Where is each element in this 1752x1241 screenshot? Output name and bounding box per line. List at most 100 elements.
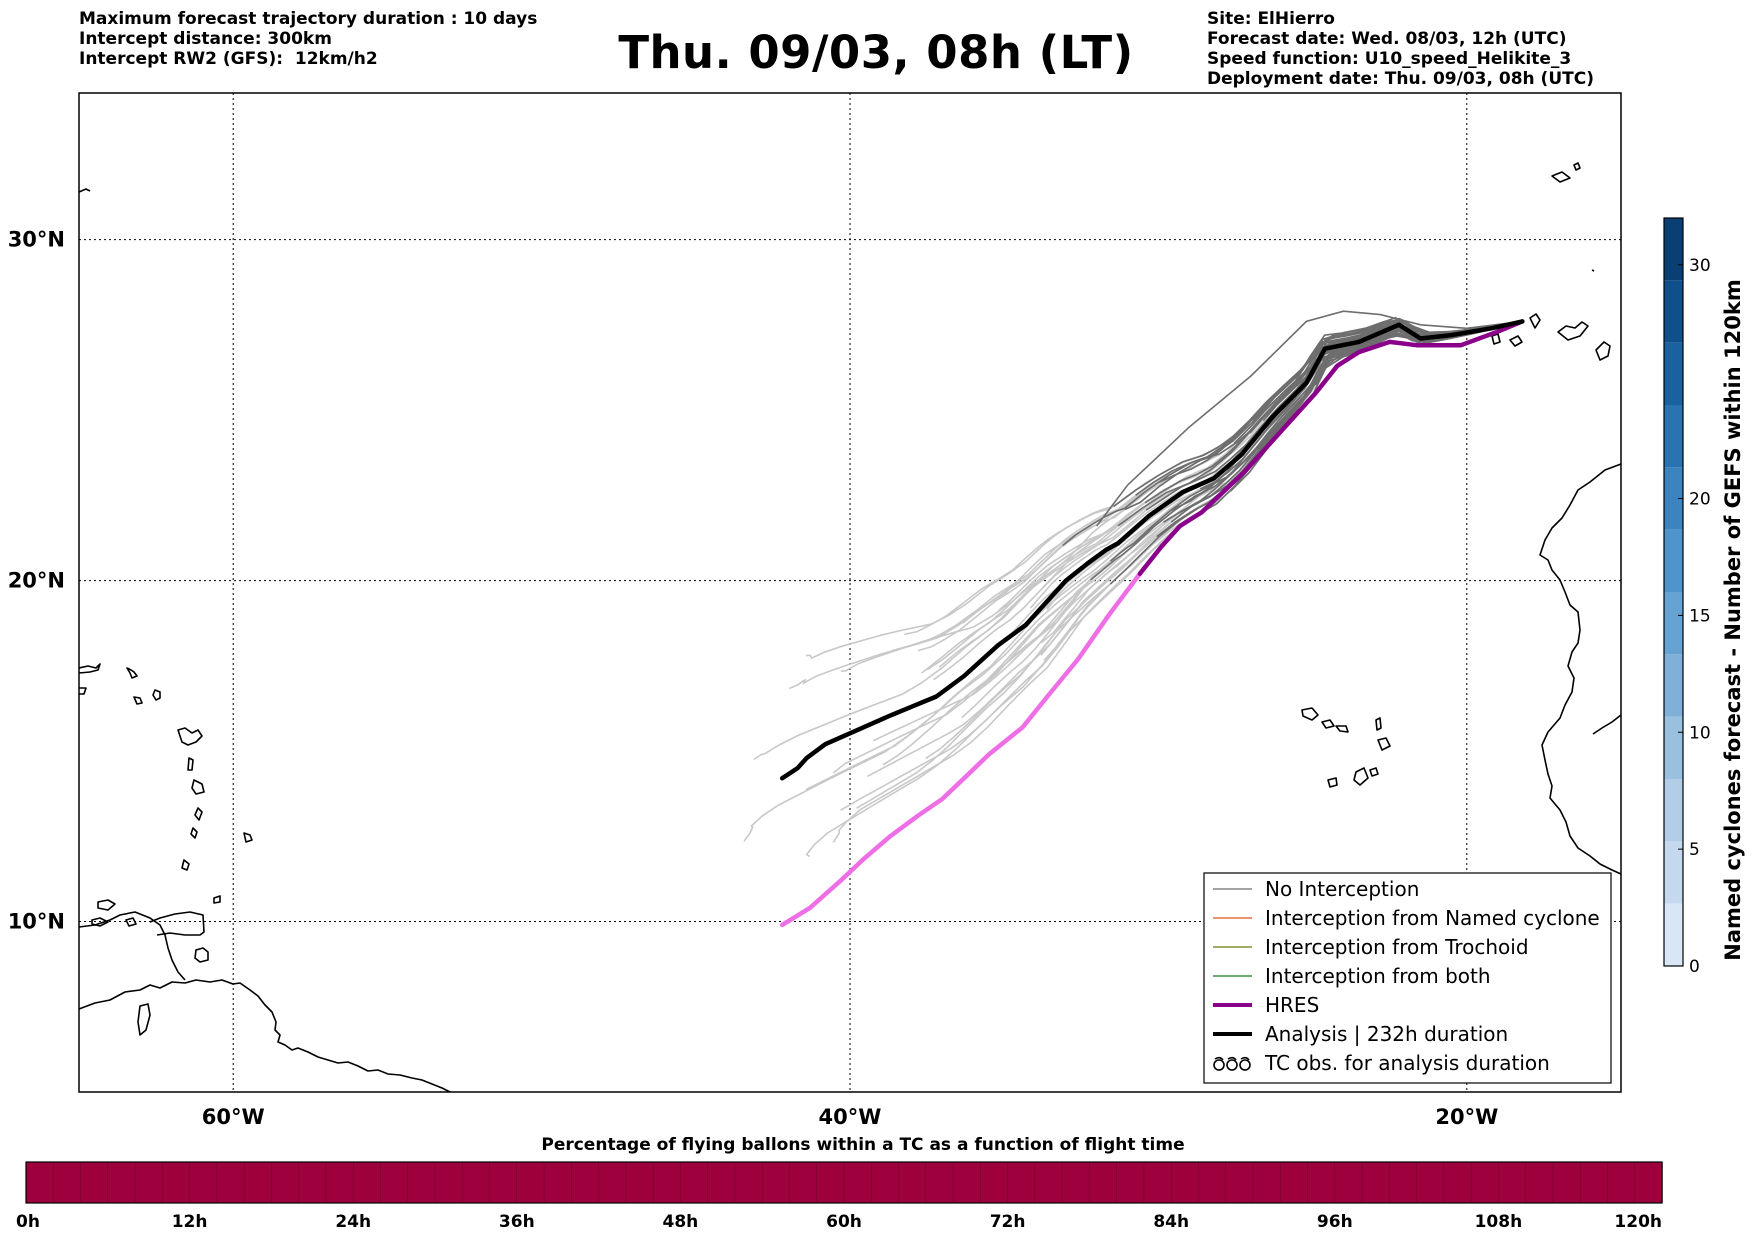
venezuela-coast xyxy=(149,911,205,936)
island-martinique xyxy=(191,779,205,795)
colorbar-bottom-tick-label: 48h xyxy=(663,1212,699,1232)
island-sao-nicolau xyxy=(1335,725,1349,733)
colorbar-right-band xyxy=(1664,716,1683,779)
lon-tick-label: 40°W xyxy=(819,1105,882,1129)
colorbar-bottom-tick-label: 60h xyxy=(826,1212,862,1232)
colorbar-bottom-bin xyxy=(1143,1161,1172,1204)
cyclone-icon xyxy=(1213,1056,1251,1071)
island-madeira-2 xyxy=(1573,162,1581,171)
colorbar-right-band xyxy=(1664,903,1683,966)
colorbar-bottom-bin xyxy=(325,1161,354,1204)
colorbar-bottom-bin xyxy=(216,1161,245,1204)
colorbar-bottom-bin xyxy=(871,1161,900,1204)
trinidad-island xyxy=(194,947,209,963)
intercept-distance-text: Intercept distance: 300km xyxy=(79,29,332,49)
island-fuerteventura xyxy=(1595,341,1611,361)
colorbar-bottom-bin xyxy=(407,1161,436,1204)
colorbar-bottom-bin xyxy=(1334,1161,1363,1204)
colorbar-bottom-bin xyxy=(53,1161,82,1204)
colorbar-bottom-bin xyxy=(25,1161,54,1204)
ensemble-member-dark xyxy=(1062,320,1523,547)
colorbar-bottom-tick-label: 12h xyxy=(172,1212,208,1232)
island-aruba xyxy=(97,899,116,911)
colorbar-bottom-bin xyxy=(734,1161,763,1204)
colorbar-bottom-bin xyxy=(1607,1161,1636,1204)
colorbar-bottom-bin xyxy=(1552,1161,1581,1204)
colorbar-bottom-bin xyxy=(1634,1161,1663,1204)
colorbar-bottom-bin xyxy=(1089,1161,1118,1204)
colorbar-right-tick-label: 5 xyxy=(1689,840,1700,860)
legend-item-label: HRES xyxy=(1265,993,1319,1017)
cyclone-icon-ring xyxy=(1239,1059,1251,1071)
cyclone-icon-ring xyxy=(1213,1059,1225,1071)
island-dominica xyxy=(187,757,194,771)
cyclone-count-colorbar: 0 5 10 15 20 30 xyxy=(1663,217,1711,977)
colorbar-right-tick-label: 20 xyxy=(1689,490,1711,510)
colombia-coast xyxy=(79,911,186,981)
colorbar-bottom-bin xyxy=(843,1161,872,1204)
colorbar-bottom-bin xyxy=(789,1161,818,1204)
legend-item-label: Interception from Trochoid xyxy=(1265,935,1529,959)
island-st-lucia xyxy=(194,807,203,821)
colorbar-right-band xyxy=(1664,218,1683,281)
cyclone-icon-ring xyxy=(1226,1059,1238,1071)
legend-item-label: TC obs. for analysis duration xyxy=(1264,1051,1550,1075)
intercept-rw2-text: Intercept RW2 (GFS): 12km/h2 xyxy=(79,49,378,69)
colorbar-right-band xyxy=(1664,467,1683,530)
colorbar-bottom-bin xyxy=(1470,1161,1500,1204)
speed-function-text: Speed function: U10_speed_Helikite_3 xyxy=(1207,49,1572,69)
colorbar-right-band xyxy=(1664,592,1683,655)
flight-time-colorbar: 0h 12h 24h 36h 48h 60h 72h 84h 96h 108h 120h xyxy=(16,1161,1663,1232)
colorbar-bottom-bin xyxy=(1579,1161,1609,1204)
colorbar-bottom-bin xyxy=(1525,1161,1554,1204)
island-sao-vicente xyxy=(1321,719,1335,729)
colorbar-bottom-frame xyxy=(25,1161,1663,1204)
colorbar-bottom-bin xyxy=(353,1161,382,1204)
colorbar-bottom-bin xyxy=(1307,1161,1336,1204)
colorbar-bottom-bin xyxy=(1416,1161,1445,1204)
south-america-coast xyxy=(79,979,451,1092)
africa-coast-2 xyxy=(1592,714,1621,735)
colorbar-bottom-tick-label: 96h xyxy=(1317,1212,1353,1232)
island-hispaniola xyxy=(79,687,87,695)
colorbar-bottom-bin xyxy=(1443,1161,1472,1204)
colorbar-bottom-bin xyxy=(652,1161,682,1204)
ensemble-member-dark xyxy=(1096,310,1523,527)
hres-trajectory-near xyxy=(1137,319,1525,576)
colorbar-bottom-bin xyxy=(1034,1161,1063,1204)
colorbar-bottom-bin xyxy=(680,1161,709,1204)
colorbar-bottom-tick-label: 72h xyxy=(990,1212,1026,1232)
island-grenada xyxy=(181,859,190,871)
island-barbados xyxy=(243,832,253,843)
page-title: Thu. 09/03, 08h (LT) xyxy=(618,26,1134,79)
colorbar-right-tick-label: 0 xyxy=(1689,957,1700,977)
island-curacao xyxy=(91,917,109,927)
colorbar-right-band xyxy=(1664,779,1683,842)
lon-tick-label: 20°W xyxy=(1435,1105,1498,1129)
lat-tick-label: 30°N xyxy=(8,228,65,252)
colorbar-bottom-bin xyxy=(1280,1161,1309,1204)
colorbar-bottom-tick-label: 36h xyxy=(499,1212,535,1232)
colorbar-bottom-bin xyxy=(489,1161,518,1204)
colorbar-right-tick-label: 30 xyxy=(1689,256,1711,276)
colorbar-bottom-title: Percentage of flying ballons within a TC… xyxy=(541,1135,1184,1155)
colorbar-bottom-bin xyxy=(952,1161,982,1204)
lat-tick-label: 20°N xyxy=(8,569,65,593)
colorbar-bottom-bin xyxy=(1007,1161,1036,1204)
legend: No Interception Interception from Named c… xyxy=(1203,872,1612,1084)
island-lesser-2 xyxy=(133,696,143,705)
colorbar-bottom-bin xyxy=(543,1161,573,1204)
island-maio xyxy=(1369,767,1379,777)
analysis-trajectory xyxy=(779,319,1525,781)
colorbar-bottom-bin xyxy=(380,1161,409,1204)
colorbar-bottom-bin xyxy=(107,1161,136,1204)
island-virgin xyxy=(126,667,138,679)
colorbar-bottom-tick-label: 84h xyxy=(1153,1212,1189,1232)
colorbar-bottom-bin xyxy=(1225,1161,1254,1204)
island-lanzarote xyxy=(1557,321,1589,341)
colorbar-bottom-bin xyxy=(1061,1161,1091,1204)
colorbar-bottom-bin xyxy=(1198,1161,1227,1204)
colorbar-bottom-bin xyxy=(516,1161,545,1204)
colorbar-bottom-bin xyxy=(271,1161,300,1204)
